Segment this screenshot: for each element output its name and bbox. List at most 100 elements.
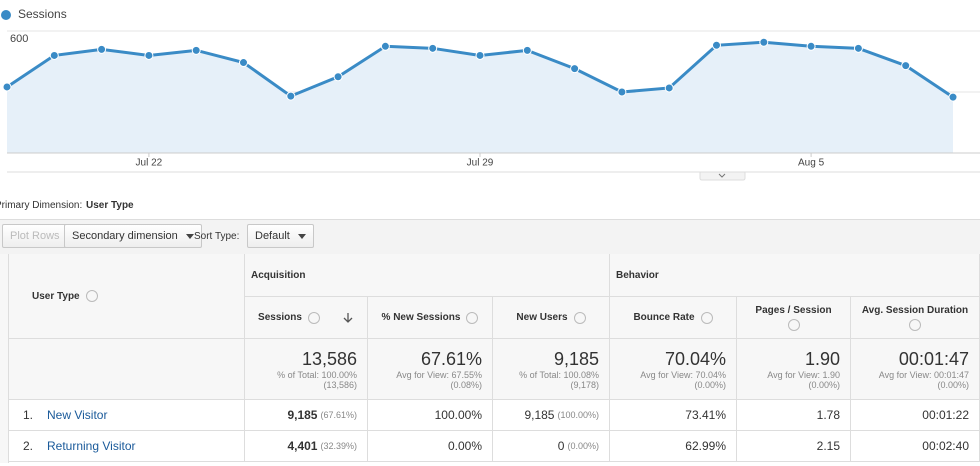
help-icon bbox=[573, 311, 586, 324]
total-note: Avg for View: 00:01:47 bbox=[878, 369, 969, 380]
group-header: Acquisition bbox=[245, 254, 610, 297]
checkbox-column bbox=[0, 254, 9, 463]
total-cell: 13,586% of Total: 100.00% (13,586) bbox=[245, 339, 368, 400]
point bbox=[806, 41, 816, 51]
cell-value: 1.78 bbox=[816, 408, 840, 422]
point bbox=[97, 44, 107, 54]
secondary-dimension-dropdown[interactable]: Secondary dimension bbox=[64, 224, 202, 248]
cell-percent: (32.39%) bbox=[320, 441, 357, 451]
point bbox=[475, 50, 485, 60]
point bbox=[333, 72, 343, 82]
chevron-icon bbox=[718, 173, 726, 178]
total-cell: 1.90 Avg for View: 1.90 (0.00%) bbox=[737, 339, 851, 400]
total-cell: 9,185% of Total: 100.08% (9,178) bbox=[493, 339, 610, 400]
totals-label-cell bbox=[9, 339, 245, 400]
column-header[interactable]: Pages / Session bbox=[737, 297, 851, 339]
point bbox=[712, 40, 721, 50]
help-icon bbox=[787, 318, 800, 331]
column-header[interactable]: Avg. Session Duration bbox=[851, 297, 980, 339]
cell-value: 9,185 bbox=[287, 408, 318, 422]
total-note: (9,178) bbox=[570, 379, 599, 390]
point bbox=[617, 87, 627, 97]
legend-dot bbox=[1, 10, 11, 20]
total-note: (0.00%) bbox=[694, 379, 726, 390]
table-cell: 1.78 bbox=[737, 400, 851, 431]
dropdown-caret bbox=[185, 233, 194, 243]
cell-value: 73.41% bbox=[685, 408, 726, 422]
total-cell: 67.61% Avg for View: 67.55% (0.08%) bbox=[368, 339, 493, 400]
point bbox=[948, 92, 958, 102]
point bbox=[239, 58, 248, 68]
cell-value: 4,401 bbox=[287, 439, 318, 453]
total-note: % of Total: 100.08% bbox=[519, 369, 599, 380]
sort-arrow bbox=[343, 312, 353, 323]
total-value: 67.61% bbox=[420, 348, 482, 369]
total-note: (0.00%) bbox=[937, 379, 969, 390]
point bbox=[570, 64, 580, 74]
total-note: % of Total: 100.00% bbox=[277, 369, 357, 380]
dropdown-text: Default bbox=[255, 230, 290, 242]
area bbox=[7, 42, 953, 153]
total-note: Avg for View: 1.90 bbox=[767, 369, 840, 380]
point bbox=[380, 41, 390, 51]
point bbox=[286, 91, 296, 101]
column-title: Pages / Session bbox=[755, 304, 832, 316]
total-note: (13,586) bbox=[323, 379, 357, 390]
primary-dimension-value[interactable]: User Type bbox=[86, 200, 134, 211]
point bbox=[49, 50, 59, 60]
total-note: (0.00%) bbox=[808, 379, 840, 390]
total-note: Avg for View: 70.04% bbox=[640, 369, 726, 380]
total-value: 13,586 bbox=[301, 348, 357, 369]
y-tick-label: 600 bbox=[10, 33, 28, 45]
total-value: 00:01:47 bbox=[898, 348, 969, 369]
x-tick-label: Jul 29 bbox=[467, 158, 494, 169]
total-cell: 70.04% Avg for View: 70.04% (0.00%) bbox=[610, 339, 737, 400]
column-title: Sessions bbox=[258, 312, 302, 323]
row-link[interactable]: Returning Visitor bbox=[47, 439, 136, 453]
cell-value: 100.00% bbox=[434, 408, 482, 422]
help-icon bbox=[700, 311, 713, 324]
table-cell: 73.41% bbox=[610, 400, 737, 431]
help-icon bbox=[466, 311, 479, 324]
cell-percent: (100.00%) bbox=[557, 410, 599, 420]
point bbox=[428, 43, 438, 53]
table-cell: 0.00% bbox=[368, 431, 493, 462]
sort-type-label: Sort Type: bbox=[194, 231, 240, 242]
sort-type-dropdown[interactable]: Default bbox=[247, 224, 314, 248]
row-link[interactable]: New Visitor bbox=[47, 408, 108, 422]
point bbox=[853, 43, 863, 53]
cell-value: 0.00% bbox=[447, 439, 482, 453]
help-icon bbox=[909, 318, 921, 331]
column-header[interactable]: Bounce Rate bbox=[610, 297, 737, 339]
total-note: (0.08%) bbox=[450, 379, 482, 390]
table-cell: 2.15 bbox=[737, 431, 851, 462]
help-icon bbox=[85, 290, 98, 302]
dimension-header[interactable]: User Type bbox=[32, 290, 80, 302]
group-header: Behavior bbox=[610, 254, 980, 297]
point bbox=[759, 37, 769, 47]
table-cell: 100.00% bbox=[368, 400, 493, 431]
column-header[interactable]: Sessions bbox=[245, 297, 368, 339]
row-index: 2. bbox=[23, 439, 34, 453]
column-header[interactable]: New Users bbox=[493, 297, 610, 339]
legend-label: Sessions bbox=[18, 7, 67, 21]
x-tick-label: Jul 22 bbox=[136, 158, 163, 169]
x-tick-label: Aug 5 bbox=[798, 158, 825, 169]
table-cell: 62.99% bbox=[610, 431, 737, 462]
column-title: Bounce Rate bbox=[633, 312, 695, 323]
point bbox=[191, 45, 201, 55]
table-cell: 9,185 (67.61%) bbox=[245, 400, 368, 431]
column-header[interactable]: % New Sessions bbox=[368, 297, 493, 339]
cell-percent: (0.00%) bbox=[567, 441, 599, 451]
cell-value: 00:02:40 bbox=[922, 439, 969, 453]
plot-rows-button[interactable]: Plot Rows bbox=[2, 224, 68, 248]
point bbox=[522, 45, 532, 55]
cell-value: 2.15 bbox=[816, 439, 840, 453]
help-icon bbox=[307, 311, 320, 324]
primary-dimension-label: Primary Dimension: bbox=[0, 200, 83, 211]
row-label-cell: 1. New Visitor bbox=[9, 400, 245, 431]
total-note: Avg for View: 67.55% bbox=[396, 369, 482, 380]
column-title: Avg. Session Duration bbox=[861, 304, 969, 316]
total-value: 1.90 bbox=[804, 348, 840, 369]
